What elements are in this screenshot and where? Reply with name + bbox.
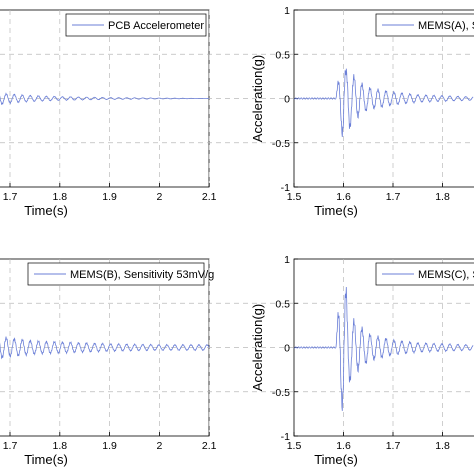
- series-line: [293, 286, 474, 411]
- legend-box: [65, 13, 207, 37]
- x-axis-label: Time(s): [314, 452, 358, 467]
- legend-box: [27, 262, 205, 286]
- x-tick-label: 1.8: [435, 191, 450, 203]
- x-tick-label: 1.8: [52, 191, 67, 203]
- x-tick-label: 2.1: [202, 440, 217, 452]
- y-tick-label: -0.5: [272, 387, 290, 399]
- series-line: [0, 336, 210, 360]
- y-tick-label: 0.5: [275, 298, 290, 310]
- chart-panel-4: 1.51.61.71.81.9210.50-0.5-1Time(s)Accele…: [250, 254, 474, 467]
- x-tick-label: 1.5: [287, 440, 302, 452]
- series-line: [0, 92, 210, 106]
- legend-label: PCB Accelerometer: [108, 20, 204, 32]
- x-axis-label: Time(s): [24, 203, 68, 218]
- y-tick-label: 0: [284, 94, 290, 106]
- y-tick-label: -1: [281, 431, 290, 443]
- x-tick-label: 1.7: [386, 440, 401, 452]
- x-tick-label: 1.9: [102, 440, 117, 452]
- chart-panel-1: 1.7 1.8 1.9 2 2.1 Time(s) PCB Accelerometer: [0, 9, 474, 218]
- y-tick-label: -1: [281, 182, 290, 194]
- y-tick-label: -0.5: [272, 138, 290, 150]
- y-tick-label: 0: [284, 343, 290, 355]
- y-tick-label: 1: [284, 254, 290, 266]
- legend-label: MEMS(B), Sensitivity 53mV/g: [70, 269, 214, 281]
- x-tick-label: 1.6: [336, 191, 351, 203]
- x-tick-label: 2.1: [202, 191, 217, 203]
- chart-panel-2: 1.51.61.71.81.9110.50-0.5-1Time(s)Accele…: [250, 5, 474, 218]
- x-tick-label: 1.8: [52, 440, 67, 452]
- x-tick-label: 1.7: [386, 191, 401, 203]
- legend-label: MEMS(C), Se: [418, 269, 474, 281]
- x-tick-label: 2: [156, 440, 162, 452]
- legend-box: [375, 262, 474, 286]
- x-tick-label: 1.9: [102, 191, 117, 203]
- x-tick-label: 1.7: [3, 440, 18, 452]
- x-tick-label: 1.5: [287, 191, 302, 203]
- x-tick-label: 1.6: [336, 440, 351, 452]
- x-tick-label: 1.7: [3, 191, 18, 203]
- x-tick-label: 1.8: [435, 440, 450, 452]
- legend-label: MEMS(A), S: [418, 20, 474, 32]
- series-line: [293, 68, 474, 138]
- x-tick-label: 2: [156, 191, 162, 203]
- y-tick-label: 1: [284, 5, 290, 17]
- legend-box: [375, 13, 474, 37]
- x-axis-label: Time(s): [314, 203, 358, 218]
- x-axis-label: Time(s): [24, 452, 68, 467]
- y-axis-label: Acceleration(g): [250, 304, 265, 391]
- y-axis-label: Acceleration(g): [250, 55, 265, 142]
- y-tick-label: 0.5: [275, 49, 290, 61]
- chart-panel-3: 1.7 1.8 1.9 2 2.1 Time(s) MEMS(B), Sensitivity…: [0, 258, 474, 467]
